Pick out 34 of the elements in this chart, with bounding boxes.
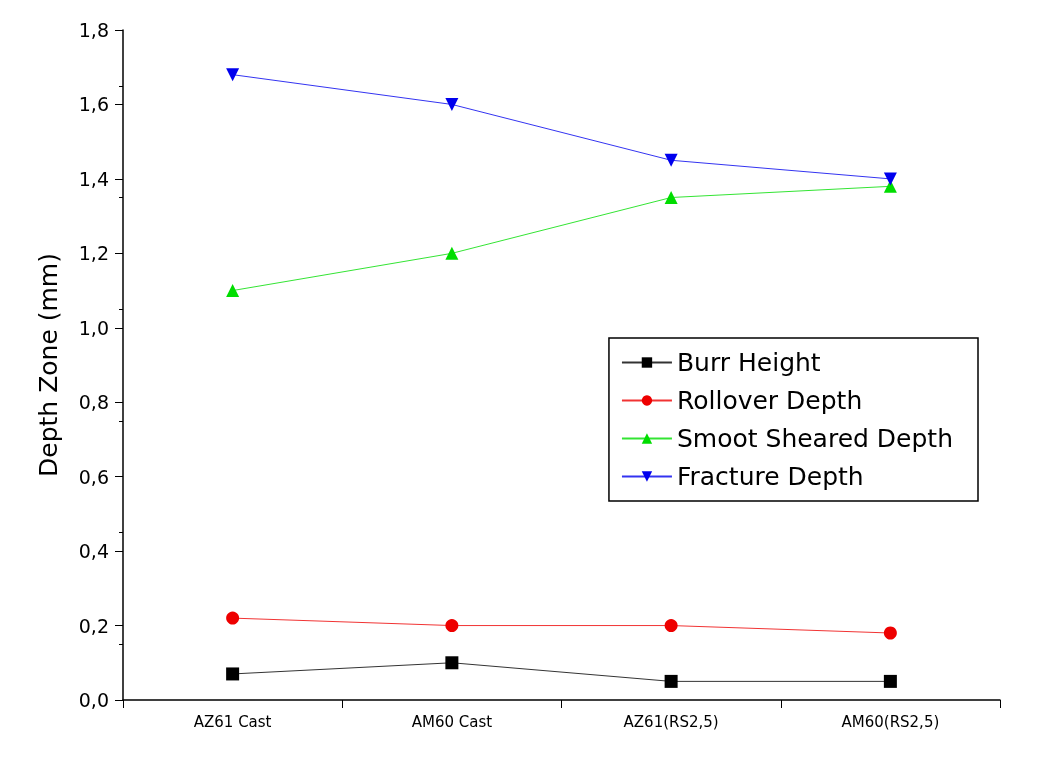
point xyxy=(445,97,459,111)
y-tick-label: 0,8 xyxy=(78,391,109,414)
y-tick-label: 1,6 xyxy=(78,93,109,116)
point xyxy=(883,172,897,186)
y-tick-label: 0,2 xyxy=(78,614,109,637)
x-tick-label: AM60 Cast xyxy=(411,712,493,731)
y-tick-label: 0,6 xyxy=(78,465,109,488)
point xyxy=(226,68,240,82)
point xyxy=(664,619,678,633)
point xyxy=(883,674,897,688)
point xyxy=(664,153,678,167)
point xyxy=(445,619,459,633)
point xyxy=(664,674,678,688)
point xyxy=(226,611,240,625)
x-tick-label: AZ61 Cast xyxy=(193,712,272,731)
x-tick-label: AM60(RS2,5) xyxy=(841,712,940,731)
y-axis-title: Depth Zone (mm) xyxy=(34,253,63,477)
point xyxy=(883,626,897,640)
point xyxy=(445,656,459,670)
point xyxy=(226,284,240,298)
y-tick-label: 0,0 xyxy=(78,689,109,711)
legend-label: Burr Height xyxy=(676,348,821,377)
legend-label: Fracture Depth xyxy=(676,462,864,491)
y-tick-label: 1,8 xyxy=(78,19,109,41)
y-tick-label: 1,0 xyxy=(78,316,109,339)
x-tick-label: AZ61(RS2,5) xyxy=(623,712,719,731)
point xyxy=(445,246,459,260)
y-tick-label: 0,4 xyxy=(78,540,109,563)
y-tick-label: 1,2 xyxy=(78,242,109,265)
point xyxy=(226,667,240,681)
point xyxy=(664,191,678,204)
legend-label: Smoot Sheared Depth xyxy=(676,424,954,453)
y-tick-label: 1,4 xyxy=(78,167,109,190)
legend-label: Rollover Depth xyxy=(676,386,863,415)
